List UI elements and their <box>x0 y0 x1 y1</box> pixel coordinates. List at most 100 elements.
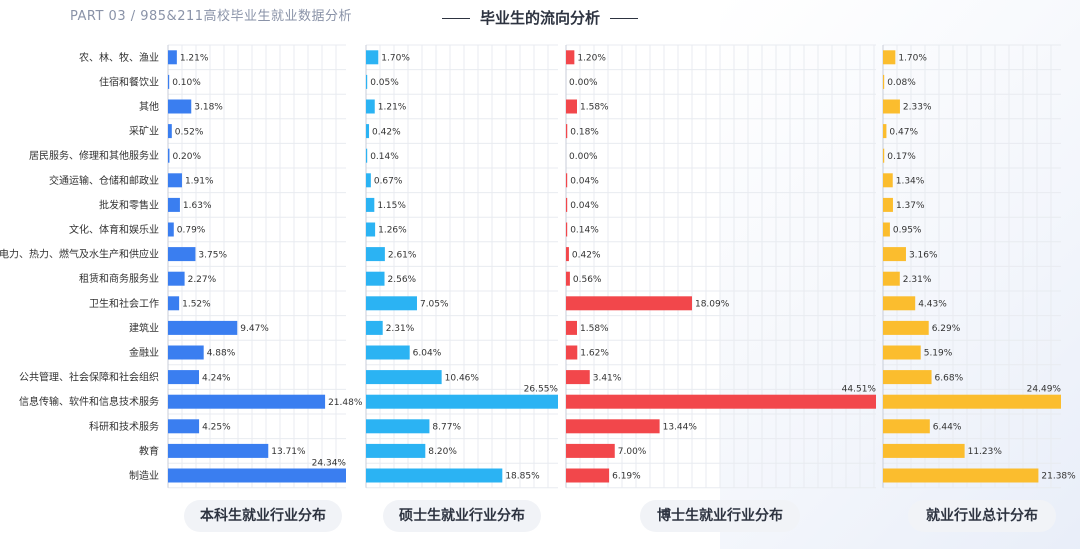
bar-0-17 <box>168 468 346 483</box>
value-label: 1.52% <box>182 300 211 310</box>
bar-3-2 <box>883 99 900 114</box>
category-label: 教育 <box>139 444 159 457</box>
bar-3-11 <box>883 320 929 335</box>
value-label: 0.14% <box>570 226 599 236</box>
category-label: 卫生和社会工作 <box>89 297 159 310</box>
value-label: 0.42% <box>572 250 601 260</box>
panel-label-total: 就业行业总计分布 <box>908 500 1056 532</box>
bar-1-17 <box>366 468 503 483</box>
value-label: 7.05% <box>420 300 449 310</box>
bar-2-13 <box>566 370 590 385</box>
bar-1-13 <box>366 370 442 385</box>
bar-3-8 <box>883 247 906 262</box>
bar-1-12 <box>366 345 410 360</box>
value-label: 1.15% <box>377 201 406 211</box>
bar-3-4 <box>883 148 885 163</box>
category-label: 租赁和商务服务业 <box>79 272 159 285</box>
value-label: 1.26% <box>378 226 407 236</box>
bar-3-1 <box>883 74 885 89</box>
bar-0-7 <box>168 222 174 237</box>
value-label: 1.70% <box>381 54 410 64</box>
page-title-wrap: 毕业生的流向分析 <box>0 7 1080 28</box>
category-label: 金融业 <box>129 346 159 359</box>
value-label: 0.17% <box>887 152 916 162</box>
category-label: 其他 <box>139 100 159 113</box>
bar-0-1 <box>168 74 170 89</box>
value-label: 6.04% <box>413 349 442 359</box>
bar-1-3 <box>366 124 370 139</box>
bar-3-3 <box>883 124 887 139</box>
bar-0-14 <box>168 394 326 409</box>
bar-0-8 <box>168 247 196 262</box>
bar-1-1 <box>366 74 368 89</box>
bar-1-9 <box>366 271 385 286</box>
value-label: 13.44% <box>663 423 698 433</box>
value-label: 26.55% <box>524 385 559 395</box>
value-label: 2.56% <box>388 275 417 285</box>
value-label: 6.29% <box>932 324 961 334</box>
category-label: 批发和零售业 <box>99 198 159 211</box>
bar-0-5 <box>168 173 182 188</box>
value-label: 0.56% <box>573 275 602 285</box>
value-label: 44.51% <box>842 385 877 395</box>
value-label: 2.31% <box>903 275 932 285</box>
bar-0-10 <box>168 296 180 311</box>
value-label: 24.49% <box>1027 385 1062 395</box>
bar-1-11 <box>366 320 383 335</box>
value-label: 21.38% <box>1041 472 1076 482</box>
value-label: 6.68% <box>935 373 964 383</box>
bar-1-14 <box>366 394 558 409</box>
bar-1-16 <box>366 443 426 458</box>
bar-3-6 <box>883 197 893 212</box>
title-dash-left <box>441 18 470 19</box>
bar-2-10 <box>566 296 692 311</box>
value-label: 0.05% <box>370 78 399 88</box>
category-label: 公共管理、社会保障和社会组织 <box>19 371 159 384</box>
bar-0-15 <box>168 419 200 434</box>
bar-0-9 <box>168 271 185 286</box>
bar-2-16 <box>566 443 615 458</box>
value-label: 0.18% <box>570 127 599 137</box>
value-label: 0.79% <box>177 226 206 236</box>
category-label: 住宿和餐饮业 <box>99 75 159 88</box>
bar-2-15 <box>566 419 660 434</box>
value-label: 2.27% <box>188 275 217 285</box>
bar-0-4 <box>168 148 170 163</box>
value-label: 1.58% <box>580 103 609 113</box>
value-label: 21.48% <box>328 398 363 408</box>
value-label: 8.20% <box>428 447 457 457</box>
value-label: 3.18% <box>194 103 223 113</box>
value-label: 8.77% <box>432 423 461 433</box>
value-label: 2.61% <box>388 250 417 260</box>
category-label: 农、林、牧、渔业 <box>79 51 159 64</box>
value-label: 1.34% <box>896 177 925 187</box>
value-label: 1.21% <box>378 103 407 113</box>
bar-0-2 <box>168 99 192 114</box>
bar-0-11 <box>168 320 238 335</box>
part-label: PART 03 / 985&211高校毕业生就业数据分析 <box>70 9 353 24</box>
value-label: 0.47% <box>889 127 918 137</box>
value-label: 0.04% <box>570 201 599 211</box>
value-label: 4.43% <box>918 300 947 310</box>
value-label: 0.04% <box>570 177 599 187</box>
value-label: 3.16% <box>909 250 938 260</box>
value-label: 1.91% <box>185 177 214 187</box>
bar-0-16 <box>168 443 269 458</box>
bar-2-9 <box>566 271 570 286</box>
title-dash-right <box>610 18 638 19</box>
bar-2-8 <box>566 247 569 262</box>
value-label: 1.70% <box>898 54 927 64</box>
value-label: 0.95% <box>893 226 922 236</box>
category-label: 采矿业 <box>129 125 159 138</box>
bar-2-6 <box>566 197 568 212</box>
bar-1-7 <box>366 222 376 237</box>
bar-2-7 <box>566 222 568 237</box>
value-label: 0.00% <box>569 152 598 162</box>
bar-1-8 <box>366 247 385 262</box>
bar-1-15 <box>366 419 430 434</box>
value-label: 6.44% <box>933 423 962 433</box>
category-label: 交通运输、仓储和邮政业 <box>49 174 159 187</box>
value-label: 10.46% <box>445 373 480 383</box>
value-label: 1.20% <box>577 54 606 64</box>
